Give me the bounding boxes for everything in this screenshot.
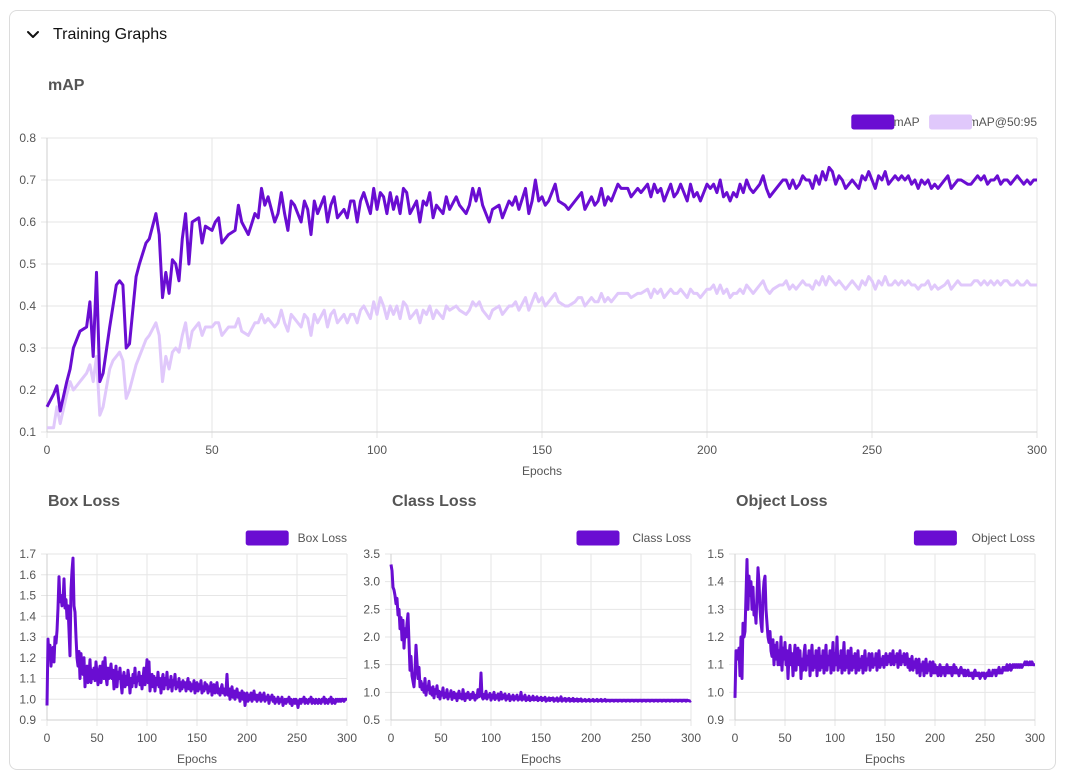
map-y-tick-label: 0.3 <box>19 341 36 355</box>
cls-legend-label: Class Loss <box>632 531 691 545</box>
map-legend-label: mAP <box>894 115 920 129</box>
box-y-tick-label: 1.2 <box>19 651 36 665</box>
box-legend-label: Box Loss <box>298 531 347 545</box>
map-y-tick-label: 0.8 <box>19 131 36 145</box>
box-y-tick-label: 0.9 <box>19 713 36 727</box>
map-x-tick-label: 50 <box>205 443 219 457</box>
obj-legend-swatch <box>913 530 957 546</box>
map-y-tick-label: 0.5 <box>19 257 36 271</box>
map-chart-title: mAP <box>48 77 85 94</box>
cls-y-tick-label: 0.5 <box>363 713 380 727</box>
obj-y-tick-label: 1.1 <box>707 658 724 672</box>
cls-y-tick-label: 3.5 <box>363 547 380 561</box>
cls-series-line-0 <box>389 564 692 703</box>
box-y-tick-label: 1.7 <box>19 547 36 561</box>
cls-x-tick-label: 300 <box>681 731 701 745</box>
map-series-line-0 <box>45 165 1037 413</box>
box-x-tick-label: 0 <box>44 731 51 745</box>
map-x-tick-label: 0 <box>44 443 51 457</box>
box-series-line-0 <box>45 556 348 709</box>
box-y-tick-label: 1.5 <box>19 589 36 603</box>
cls-y-tick-label: 1.5 <box>363 658 380 672</box>
obj-legend-label: Object Loss <box>972 531 1035 545</box>
map-y-tick-label: 0.2 <box>19 383 36 397</box>
cls-x-axis-label: Epochs <box>521 752 561 766</box>
map-legend-swatch <box>929 114 973 130</box>
map-x-tick-label: 100 <box>367 443 387 457</box>
obj-x-axis-label: Epochs <box>865 752 905 766</box>
map-y-tick-label: 0.7 <box>19 173 36 187</box>
obj-y-tick-label: 1.5 <box>707 547 724 561</box>
obj-x-tick-label: 150 <box>875 731 895 745</box>
box-y-tick-label: 1.0 <box>19 692 36 706</box>
chevron-down-icon[interactable] <box>26 30 40 40</box>
box-loss-chart-title: Box Loss <box>48 493 121 510</box>
map-x-tick-label: 200 <box>697 443 717 457</box>
obj-x-tick-label: 300 <box>1025 731 1045 745</box>
box-x-tick-label: 100 <box>137 731 157 745</box>
box-x-tick-label: 150 <box>187 731 207 745</box>
map-chart: 0.1 0.2 0.3 0.4 0.5 0.6 0.7 0.8 0 50 100 150 200 250 3… <box>19 114 1047 478</box>
map-y-tick-label: 0.6 <box>19 215 36 229</box>
cls-x-tick-label: 100 <box>481 731 501 745</box>
obj-x-tick-label: 100 <box>825 731 845 745</box>
box-x-tick-label: 50 <box>90 731 104 745</box>
cls-y-tick-label: 2.0 <box>363 630 380 644</box>
map-x-tick-label: 300 <box>1027 443 1047 457</box>
cls-x-tick-label: 150 <box>531 731 551 745</box>
box-y-tick-label: 1.3 <box>19 630 36 644</box>
obj-y-tick-label: 1.2 <box>707 630 724 644</box>
map-x-tick-label: 250 <box>862 443 882 457</box>
box-legend-swatch <box>245 530 289 546</box>
class-loss-chart-title: Class Loss <box>392 493 477 510</box>
box-x-axis-label: Epochs <box>177 752 217 766</box>
map-x-axis-label: Epochs <box>522 464 562 478</box>
obj-y-tick-label: 1.4 <box>707 575 724 589</box>
obj-x-tick-label: 0 <box>732 731 739 745</box>
obj-y-tick-label: 1.3 <box>707 602 724 616</box>
cls-x-tick-label: 200 <box>581 731 601 745</box>
map-y-tick-label: 0.1 <box>19 425 36 439</box>
cls-x-tick-label: 0 <box>388 731 395 745</box>
obj-x-tick-label: 50 <box>778 731 792 745</box>
map-x-tick-label: 150 <box>532 443 552 457</box>
box-x-tick-label: 300 <box>337 731 357 745</box>
box-x-tick-label: 250 <box>287 731 307 745</box>
panel-header[interactable]: Training Graphs <box>10 11 1055 61</box>
cls-legend-swatch <box>576 530 620 546</box>
cls-y-tick-label: 1.0 <box>363 685 380 699</box>
cls-y-tick-label: 3.0 <box>363 575 380 589</box>
obj-y-tick-label: 0.9 <box>707 713 724 727</box>
obj-x-tick-label: 250 <box>975 731 995 745</box>
cls-x-tick-label: 250 <box>631 731 651 745</box>
object-loss-chart-title: Object Loss <box>736 493 828 510</box>
cls-x-tick-label: 50 <box>434 731 448 745</box>
box-y-tick-label: 1.6 <box>19 568 36 582</box>
obj-x-tick-label: 200 <box>925 731 945 745</box>
panel-title: Training Graphs <box>53 26 168 43</box>
map-legend-label: mAP@50:95 <box>969 115 1038 129</box>
box-y-tick-label: 1.4 <box>19 609 36 623</box>
map-series-line-1 <box>47 275 1037 430</box>
cls-y-tick-label: 2.5 <box>363 602 380 616</box>
obj-series-line-0 <box>733 558 1036 698</box>
map-legend-swatch <box>851 114 895 130</box>
obj-y-tick-label: 1.0 <box>707 685 724 699</box>
box-y-tick-label: 1.1 <box>19 672 36 686</box>
map-y-tick-label: 0.4 <box>19 299 36 313</box>
box-x-tick-label: 200 <box>237 731 257 745</box>
